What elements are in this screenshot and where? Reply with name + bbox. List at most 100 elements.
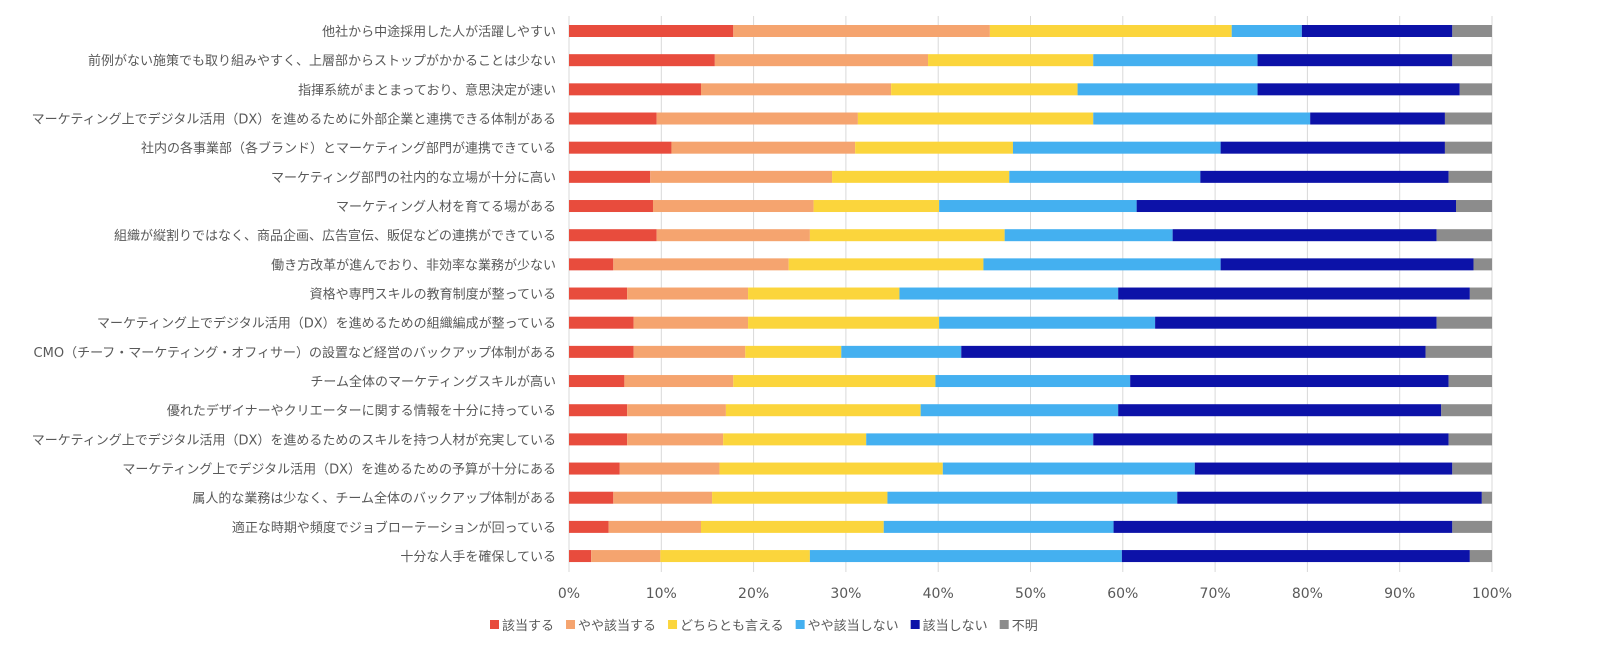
legend-label: 不明 (1012, 619, 1038, 634)
category-label: 社内の各事業部（各ブランド）とマーケティング部門が連携できている (141, 141, 556, 157)
bar-segment (569, 462, 620, 475)
category-label: 働き方改革が進んでおり、非効率な業務が少ない (271, 257, 556, 273)
category-label: 資格や専門スキルの教育制度が整っている (310, 287, 556, 303)
x-tick-label: 0% (558, 586, 580, 602)
category-label: 十分な人手を確保している (400, 549, 556, 565)
bar-segment (1118, 287, 1470, 300)
bar-segment (841, 345, 962, 358)
x-tick-label: 70% (1200, 586, 1231, 602)
bar-segment (1220, 258, 1474, 271)
bar-segment (1425, 345, 1492, 358)
bar-segment (660, 550, 810, 563)
bar-segment (1301, 25, 1453, 37)
bar-segment (1444, 112, 1492, 125)
category-label: マーケティング人材を育てる場がある (336, 199, 556, 215)
bar-segment (961, 345, 1426, 358)
bar-segment (891, 83, 1078, 96)
x-tick-label: 40% (923, 586, 954, 602)
bar-segment (656, 229, 810, 242)
category-label: マーケティング上でデジタル活用（DX）を進めるための予算が十分にある (122, 462, 556, 478)
bar-segment (627, 287, 749, 300)
category-label: マーケティング部門の社内的な立場が十分に高い (271, 170, 556, 186)
category-label: 優れたデザイナーやクリエーターに関する情報を十分に持っている (167, 403, 556, 419)
bar-segment (1473, 258, 1492, 271)
x-tick-labels: 0% 10% 20% 30% 40% 50% 60% 70% 80% 90% 100% (558, 586, 1512, 602)
bar-segment (569, 112, 657, 125)
bar-segment (899, 287, 1119, 300)
bar-segment (1310, 112, 1445, 125)
bar-segment (725, 404, 921, 417)
bar-segment (1452, 25, 1492, 37)
bar-segment (1172, 229, 1437, 242)
bar-segment (1441, 404, 1492, 417)
bar-segment (1077, 83, 1258, 96)
bar-segment (745, 345, 842, 358)
bar-segment (1436, 229, 1492, 242)
bar-segment (1448, 375, 1492, 388)
bar-segment (1452, 54, 1492, 67)
legend-swatch (566, 620, 576, 629)
category-label: 指揮系統がまとまっており、意思決定が速い (298, 82, 556, 98)
bar-segment (1220, 141, 1445, 154)
x-tick-label: 50% (1015, 586, 1046, 602)
bar-segment (1136, 200, 1457, 213)
bar-segment (569, 550, 592, 563)
bar-segment (619, 462, 720, 475)
bar-segment (1177, 491, 1482, 504)
bar-segment (569, 520, 609, 533)
bar-segment (928, 54, 1094, 67)
legend-swatch (795, 620, 805, 629)
bar-segment (1200, 170, 1449, 183)
bar-segment (1093, 112, 1311, 125)
bar-segment (1448, 433, 1492, 446)
bar-segment (942, 462, 1195, 475)
bar-segment (624, 375, 734, 388)
bar-segment (813, 200, 940, 213)
category-labels: 他社から中途採用した人が活躍しやすい前例がない施策でも取り組みやすく、上層部から… (32, 24, 556, 565)
category-label: マーケティング上でデジタル活用（DX）を進めるために外部企業と連携できる体制があ… (32, 112, 556, 128)
x-tick-label: 30% (830, 586, 861, 602)
category-label: 属人的な業務は少なく、チーム全体のバックアップ体制がある (192, 491, 556, 507)
bar-segment (1009, 170, 1201, 183)
bar-segment (857, 112, 1094, 125)
bar-segment (935, 375, 1131, 388)
bar-segment (569, 258, 614, 271)
bar-segment (1469, 287, 1492, 300)
category-label: チーム全体のマーケティングスキルが高い (310, 374, 556, 390)
bar-segment (748, 316, 940, 329)
bar-segment (939, 316, 1156, 329)
bar-segment (1113, 520, 1453, 533)
bar-segment (608, 520, 701, 533)
x-tick-label: 20% (738, 586, 769, 602)
bar-segment (1121, 550, 1470, 563)
bar-segment (569, 83, 701, 96)
bar-segment (1194, 462, 1453, 475)
bar-segment (712, 491, 888, 504)
category-label: CMO（チーフ・マーケティング・オフィサー）の設置など経営のバックアップ体制があ… (34, 345, 556, 361)
bar-segment (748, 287, 900, 300)
legend-label: どちらとも言える (680, 619, 784, 634)
bar-segment (569, 375, 625, 388)
bar-segment (1452, 520, 1492, 533)
bar-segment (1257, 54, 1453, 67)
bar-segment (569, 404, 628, 417)
bar-segment (627, 433, 724, 446)
bar-segment (887, 491, 1178, 504)
bar-segment (855, 141, 1013, 154)
bars (569, 25, 1492, 563)
bar-segment (569, 200, 653, 213)
bar-segment (1456, 200, 1492, 213)
bar-segment (613, 491, 713, 504)
bar-segment (1481, 491, 1492, 504)
bar-segment (1012, 141, 1221, 154)
bar-segment (700, 520, 884, 533)
bar-segment (883, 520, 1114, 533)
x-tick-label: 90% (1384, 586, 1415, 602)
bar-segment (1444, 141, 1492, 154)
bar-segment (633, 316, 749, 329)
bar-segment (1093, 54, 1258, 67)
bar-segment (569, 141, 672, 154)
bar-segment (989, 25, 1232, 37)
category-label: マーケティング上でデジタル活用（DX）を進めるための組織編成が整っている (97, 316, 556, 332)
bar-segment (866, 433, 1094, 446)
